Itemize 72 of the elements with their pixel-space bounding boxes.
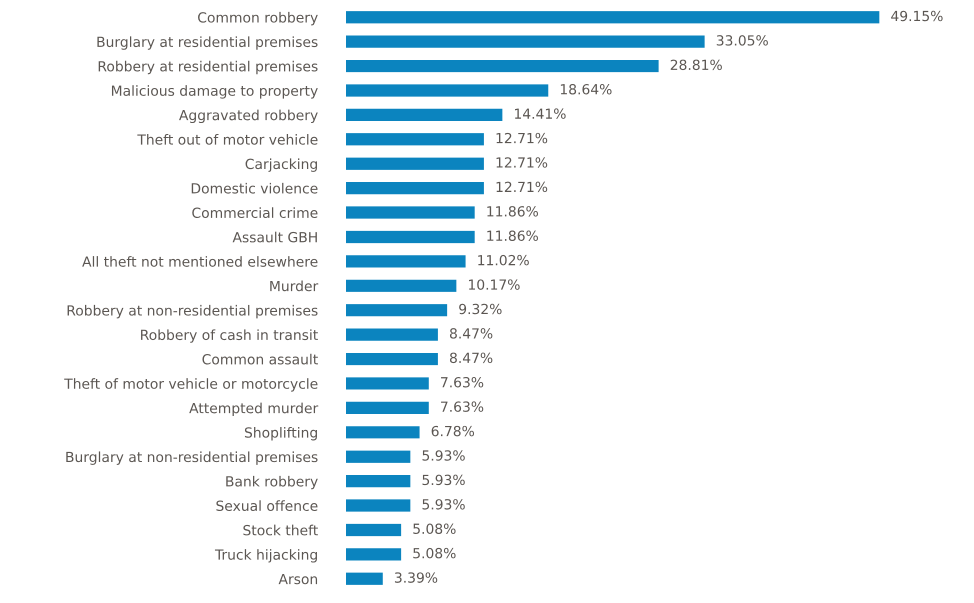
y-tick-label: Burglary at residential premises [97,36,318,50]
data-label: 7.63% [441,401,484,412]
y-tick-label: Commercial crime [192,207,318,218]
data-label: 5.93% [422,450,465,461]
y-tick-label: Burglary at non-residential premises [66,451,318,465]
y-tick-label: Carjacking [246,158,317,172]
y-tick-label: Aggravated robbery [179,110,318,124]
data-label: 5.08% [413,523,456,534]
bar [346,402,429,414]
y-tick-label: Robbery at residential premises [98,60,318,74]
bar [346,255,466,268]
data-label: 5.93% [422,499,465,510]
data-label: 7.63% [441,376,484,388]
bar [346,280,456,292]
bar [346,426,420,438]
bar [346,36,705,48]
data-label: 10.17% [468,279,520,290]
data-label: 12.71% [496,182,548,192]
data-label: 6.78% [432,426,474,436]
bar [346,108,502,121]
bar [346,60,659,72]
data-label: 49.15% [891,10,943,22]
data-label: 28.81% [670,60,722,70]
y-tick-label: Common assault [202,354,318,365]
data-label: 8.47% [450,352,492,364]
y-tick-label: Theft of motor vehicle or motorcycle [64,378,318,392]
y-tick-label: Theft out of motor vehicle [137,134,318,145]
bar [346,524,402,536]
bar [346,182,484,194]
y-tick-label: All theft not mentioned elsewhere [82,256,318,267]
bar [346,572,383,585]
bar [346,328,438,341]
data-label: 9.32% [459,304,502,314]
data-label: 5.93% [422,474,465,486]
bar [346,133,484,146]
bar [346,450,410,463]
bar [346,548,402,560]
data-label: 8.47% [450,328,492,339]
data-label: 14.41% [515,108,566,119]
bar [346,206,475,219]
bar [346,377,429,390]
data-label: 33.05% [716,35,768,46]
data-label: 18.64% [560,84,612,94]
data-label: 5.08% [413,548,456,558]
y-tick-label: Murder [270,280,318,292]
bar [346,158,484,170]
y-tick-label: Attempted murder [189,402,318,416]
y-tick-label: Sexual offence [216,500,318,512]
bar [346,304,448,316]
data-label: 11.86% [487,230,538,241]
y-tick-label: Robbery at non-residential premises [68,304,318,318]
y-tick-label: Assault GBH [232,232,317,242]
y-tick-label: Malicious damage to property [112,85,318,99]
data-label: 3.39% [394,572,438,583]
y-tick-label: Stock theft [243,524,318,536]
bar [346,475,410,488]
y-tick-label: Robbery of cash in transit [141,329,318,343]
bar [346,84,548,97]
y-tick-label: Truck hijacking [214,549,317,563]
data-label: 12.71% [496,157,548,168]
data-label: 11.86% [487,206,538,217]
bar [346,230,475,244]
bar [346,499,410,512]
bar [346,11,880,24]
y-tick-label: Arson [278,574,318,584]
bar [346,352,438,366]
data-label: 11.02% [478,254,529,266]
y-tick-label: Shoplifting [244,427,317,440]
data-label: 12.71% [496,132,548,144]
y-tick-label: Bank robbery [226,476,318,490]
y-tick-label: Domestic violence [192,182,318,194]
y-tick-label: Common robbery [198,12,318,26]
